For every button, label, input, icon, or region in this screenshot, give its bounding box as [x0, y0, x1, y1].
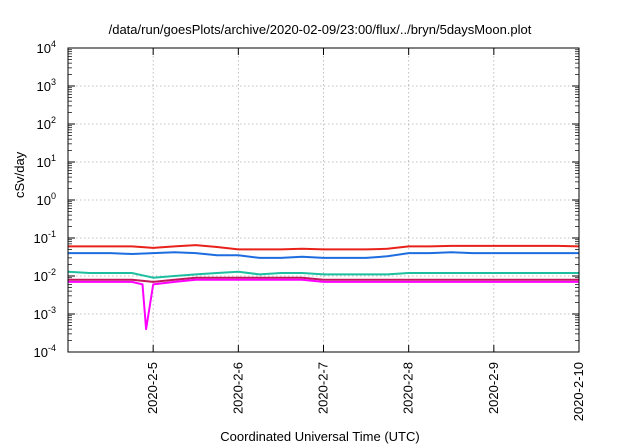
y-tick-exponent: 0 [51, 191, 56, 201]
x-tick-label: 2020-2-9 [486, 362, 501, 414]
y-tick-label: 102 [37, 115, 56, 132]
y-tick-label: 101 [37, 153, 56, 170]
y-tick-exponent: -2 [48, 267, 56, 277]
y-tick-exponent: 2 [51, 115, 56, 125]
x-tick-label: 2020-2-6 [230, 362, 245, 414]
series-line-2 [68, 251, 579, 259]
y-tick-exponent: -1 [48, 229, 56, 239]
series-line-4 [68, 276, 579, 283]
y-tick-exponent: 4 [51, 39, 56, 49]
series-line-1 [68, 244, 580, 251]
y-tick-label: 10-1 [34, 229, 56, 246]
y-tick-label: 10-4 [34, 343, 56, 360]
y-tick-exponent: 1 [51, 153, 56, 163]
y-tick-label: 100 [37, 191, 56, 208]
y-tick-exponent: -4 [48, 343, 56, 353]
x-tick-label: 2020-2-8 [401, 362, 416, 414]
plot-frame [67, 47, 580, 353]
series-line-3 [67, 270, 579, 279]
y-tick-label: 104 [37, 39, 56, 56]
x-tick-label: 2020-2-5 [145, 362, 160, 414]
y-tick-label: 10-3 [34, 305, 56, 322]
x-tick-label: 2020-2-10 [571, 362, 586, 421]
x-axis-label: Coordinated Universal Time (UTC) [220, 429, 420, 444]
x-tick-label: 2020-2-7 [316, 362, 331, 414]
chart-title: /data/run/goesPlots/archive/2020-02-09/2… [108, 22, 532, 37]
y-tick-exponent: 3 [51, 77, 56, 87]
y-tick-label: 103 [37, 77, 56, 94]
y-tick-exponent: -3 [48, 305, 56, 315]
y-tick-label: 10-2 [34, 267, 56, 284]
series-line-5 [68, 278, 579, 331]
